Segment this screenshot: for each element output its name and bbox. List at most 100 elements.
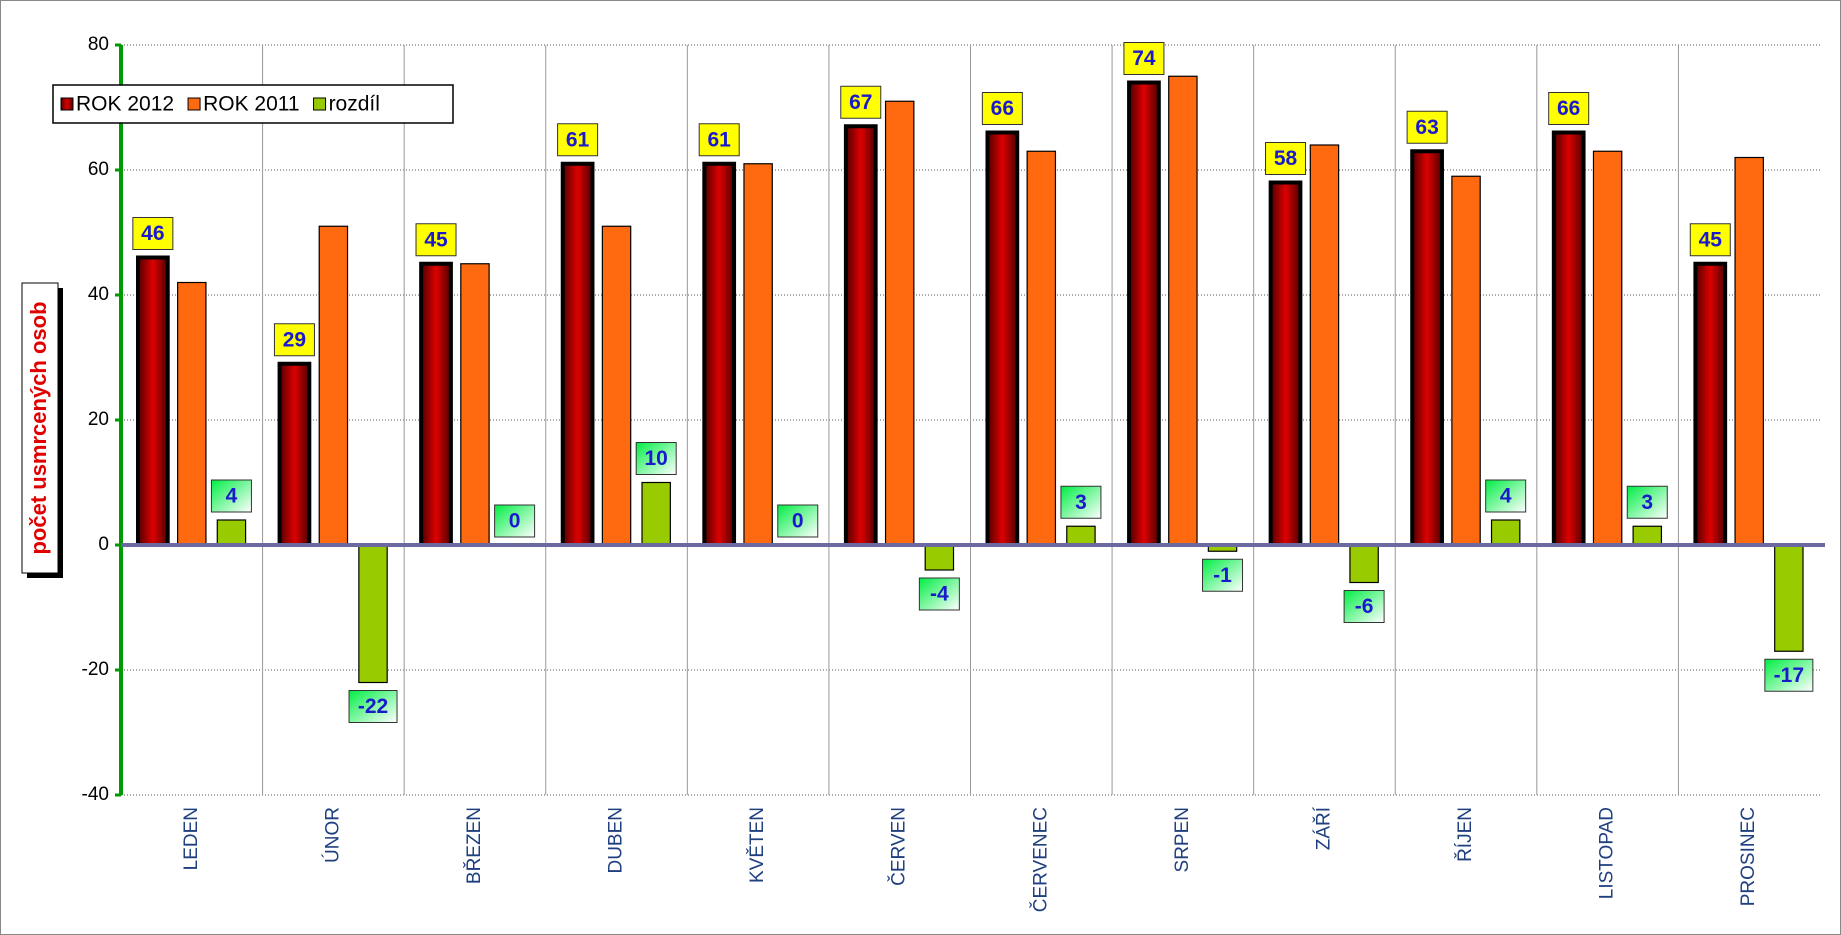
data-label-box [210, 479, 252, 513]
bar [1168, 75, 1198, 546]
x-tick-label: ZÁŘÍ [1312, 806, 1334, 850]
data-label-box [557, 123, 599, 157]
bar [1451, 175, 1481, 546]
bar [1066, 525, 1096, 546]
data-label: 3 [1641, 491, 1653, 514]
data-label-box [1343, 590, 1385, 623]
bar [560, 161, 595, 547]
bar [924, 544, 955, 571]
data-label-box [1406, 110, 1448, 144]
data-label-box [273, 323, 315, 357]
y-tick-label: 80 [88, 34, 109, 55]
bar [843, 124, 878, 547]
bar [460, 263, 490, 546]
x-tick-label: ČERVEN [888, 807, 910, 886]
x-tick-label: DUBEN [606, 807, 627, 874]
data-label-box [698, 123, 740, 157]
legend-swatch [187, 97, 201, 111]
data-label: 61 [708, 128, 732, 151]
data-label-box [1265, 142, 1307, 175]
bar [1774, 544, 1804, 652]
bar [1693, 261, 1728, 547]
x-tick-label: LEDEN [181, 807, 202, 870]
bar [135, 255, 170, 547]
data-label-box [1060, 485, 1102, 519]
data-label: 3 [1075, 491, 1087, 514]
y-tick-label: 40 [88, 284, 109, 305]
x-tick-label: LISTOPAD [1597, 807, 1618, 899]
bar [277, 361, 312, 547]
bar [318, 225, 349, 546]
legend-label: ROK 2011 [203, 93, 300, 116]
bar [1490, 519, 1521, 546]
data-label-box [415, 223, 457, 257]
bar [1349, 544, 1379, 584]
bar [1734, 156, 1764, 546]
bar [702, 161, 737, 547]
bar [1632, 525, 1663, 546]
bar [1268, 180, 1303, 547]
data-label-box [777, 504, 819, 538]
y-axis-label: počet usmrcených osob [26, 301, 51, 554]
data-label: 0 [509, 510, 521, 533]
bar [1026, 150, 1057, 546]
data-label: -22 [358, 695, 388, 718]
data-label: 10 [645, 447, 668, 470]
data-label: 66 [1557, 97, 1580, 120]
data-label-box [1485, 479, 1527, 513]
bar [985, 130, 1020, 547]
x-tick-label: BŘEZEN [463, 807, 485, 884]
data-label-box [494, 504, 536, 538]
data-label: 74 [1132, 47, 1156, 70]
bar [216, 519, 247, 546]
data-label-box [635, 442, 677, 475]
y-axis-title: počet usmrcených osob [21, 282, 63, 578]
data-label-box [981, 92, 1023, 125]
data-label: -4 [930, 583, 949, 606]
data-label: 46 [141, 222, 164, 245]
legend-box [52, 84, 454, 124]
legend-swatch [60, 97, 74, 111]
data-label: 63 [1415, 116, 1438, 139]
y-tick-label: -40 [82, 784, 109, 805]
data-label-box [1626, 485, 1668, 519]
data-label-box [132, 217, 174, 250]
data-label-box [1202, 558, 1244, 592]
legend: ROK 2012 ROK 2011 rozdíl [52, 84, 454, 124]
data-label: 0 [792, 510, 804, 533]
bar [601, 225, 632, 546]
data-label: -1 [1213, 564, 1232, 587]
data-label: -17 [1774, 664, 1804, 687]
legend-swatch [313, 97, 327, 111]
data-label-box [348, 690, 398, 723]
x-tick-label: KVĚTEN [746, 807, 768, 883]
data-label-box [1123, 42, 1165, 75]
data-label: 61 [566, 128, 590, 151]
x-tick-label: ÚNOR [321, 807, 343, 863]
data-label: 29 [283, 328, 306, 351]
data-label: 67 [849, 91, 872, 114]
data-label: 4 [226, 485, 238, 508]
y-tick-label: -20 [82, 659, 109, 680]
data-label: 45 [424, 228, 448, 251]
x-tick-label: SRPEN [1172, 807, 1193, 872]
data-label: -6 [1355, 595, 1374, 618]
bar [1551, 130, 1586, 547]
bar [641, 481, 671, 546]
y-tick-label: 60 [88, 159, 109, 180]
bar [1127, 80, 1161, 547]
bar [1592, 150, 1623, 546]
y-tick-label: 20 [88, 409, 109, 430]
legend-label: ROK 2012 [76, 93, 174, 116]
data-label: 45 [1699, 228, 1723, 251]
bar [884, 100, 915, 546]
x-tick-label: ČERVENEC [1029, 807, 1051, 912]
data-label-box [1689, 223, 1731, 257]
legend-label: rozdíl [329, 93, 380, 116]
bar [419, 261, 453, 547]
data-label-box [1764, 658, 1814, 692]
bar [177, 281, 207, 546]
data-label: 58 [1274, 147, 1298, 170]
bar [358, 544, 388, 684]
y-tick-label: 0 [98, 534, 109, 555]
